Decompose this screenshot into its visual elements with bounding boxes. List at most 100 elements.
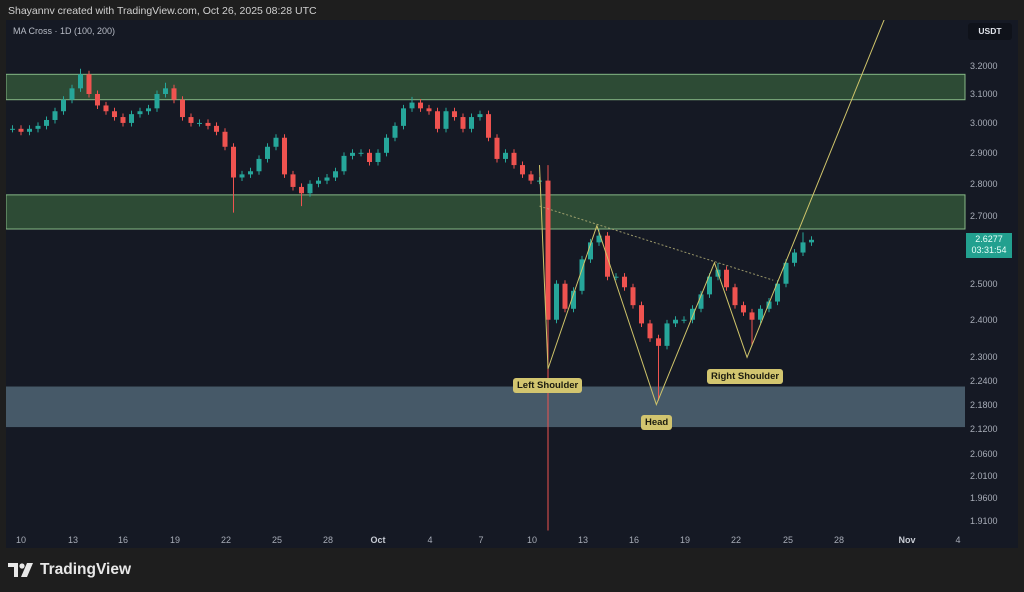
candle-body	[469, 117, 474, 129]
candle-body	[146, 108, 151, 112]
candle-body	[537, 180, 542, 182]
candle-body	[154, 94, 160, 109]
time-tick-label: 16	[628, 535, 640, 545]
candle-body	[749, 312, 755, 320]
candle-body	[545, 180, 551, 320]
candle-body	[732, 287, 738, 306]
price-tick-label: 3.1000	[970, 89, 998, 99]
candle-body	[112, 111, 117, 118]
candle-body	[248, 171, 253, 175]
candle-body	[392, 125, 398, 138]
time-tick-label: Oct	[370, 535, 386, 545]
currency-button[interactable]: USDT	[968, 23, 1012, 40]
candle-body	[622, 276, 627, 288]
price-tick-label: 2.2400	[970, 375, 998, 386]
candle-body	[341, 155, 347, 172]
price-tick-label: 2.0100	[970, 471, 998, 482]
price-tick-label: 2.1800	[970, 399, 998, 410]
time-tick-label: 7	[478, 535, 484, 545]
candle-body	[358, 152, 364, 154]
candle-body	[265, 146, 270, 159]
price-chart[interactable]	[6, 20, 1018, 548]
candle-body	[494, 137, 500, 159]
candle-body	[129, 114, 134, 123]
candle-body	[528, 174, 534, 181]
candle-body	[205, 122, 211, 126]
brand-name: TradingView	[40, 561, 132, 578]
time-tick-label: 16	[117, 535, 129, 545]
resistance-zone-1	[6, 194, 966, 230]
candle-body	[163, 88, 168, 95]
candle-body	[103, 105, 109, 112]
time-tick-label: Nov	[898, 535, 916, 545]
candle-body	[35, 125, 41, 129]
candle-body	[78, 74, 83, 89]
candle-body	[197, 122, 202, 124]
candle-body	[290, 174, 296, 187]
resistance-zone-0	[6, 73, 966, 101]
candle-body	[673, 319, 678, 324]
candle-body	[350, 152, 355, 156]
candle-body	[426, 108, 432, 112]
candle-body	[690, 308, 695, 320]
candle-body	[681, 319, 687, 321]
candle-body	[656, 338, 661, 346]
price-tick-label: 2.3000	[970, 352, 998, 363]
time-tick-label: 28	[833, 535, 845, 545]
time-tick-label: 25	[271, 535, 283, 545]
time-tick-label: 19	[679, 535, 691, 545]
time-tick-label: 13	[67, 535, 79, 545]
candle-body	[333, 171, 338, 178]
candle-body	[52, 111, 58, 120]
time-tick-label: 13	[577, 535, 589, 545]
candle-body	[61, 99, 66, 112]
candle-body	[214, 125, 219, 132]
price-tick-label: 2.8000	[970, 178, 998, 189]
candle-body	[188, 117, 194, 123]
price-tick-label: 3.0000	[970, 117, 998, 128]
chart-pane[interactable]	[6, 20, 1018, 548]
candle-body	[486, 114, 491, 138]
price-tick-label: 2.7000	[970, 210, 998, 221]
time-tick-label: 4	[955, 535, 961, 545]
candle-body	[282, 137, 287, 175]
candle-body	[418, 102, 423, 109]
candle-body	[171, 88, 177, 100]
candle-body	[698, 294, 704, 309]
candle-body	[630, 287, 636, 306]
candle-body	[766, 301, 772, 309]
candle-body	[783, 262, 789, 284]
candle-body	[409, 102, 415, 109]
support-zone-2	[6, 386, 965, 428]
last-price: 2.6277	[975, 234, 1003, 244]
last-price-tag: 2.6277 03:31:54	[966, 233, 1012, 258]
chart-credit: Shayannv created with TradingView.com, O…	[8, 5, 317, 17]
candle-body	[579, 259, 585, 291]
price-tick-label: 2.4000	[970, 314, 998, 325]
candle-body	[86, 74, 92, 95]
candle-body	[10, 128, 15, 130]
bar-countdown: 03:31:54	[971, 245, 1007, 255]
candle-body	[375, 152, 381, 162]
candle-body	[324, 177, 330, 181]
head-and-shoulders-pattern-line	[539, 20, 885, 406]
indicator-legend[interactable]: MA Cross · 1D (100, 200)	[13, 26, 116, 36]
head-label: Head	[641, 415, 673, 430]
candle-body	[477, 114, 483, 118]
candle-body	[18, 128, 24, 132]
tradingview-logo[interactable]: TradingView	[8, 561, 131, 579]
time-tick-label: 28	[322, 535, 334, 545]
candle-body	[571, 290, 576, 309]
candle-body	[503, 152, 508, 159]
candle-body	[741, 305, 746, 313]
candle-body	[664, 323, 670, 346]
candle-body	[520, 165, 525, 175]
candle-body	[452, 111, 457, 118]
candle-body	[69, 88, 75, 100]
candle-body	[596, 235, 602, 243]
time-tick-label: 19	[169, 535, 181, 545]
candle-body	[800, 242, 806, 253]
time-tick-label: 22	[220, 535, 232, 545]
candle-body	[511, 152, 517, 166]
tradingview-logo-icon	[8, 563, 33, 577]
